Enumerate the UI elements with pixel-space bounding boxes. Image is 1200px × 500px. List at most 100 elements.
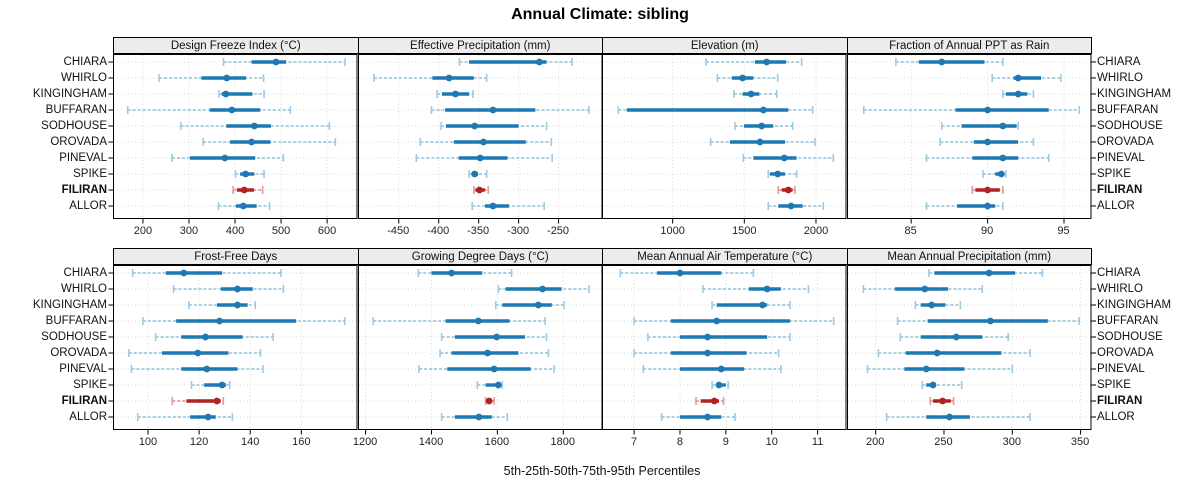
x-tick-label: 350 (1070, 436, 1090, 448)
median-dot (218, 381, 226, 389)
series-whirlo (702, 285, 810, 293)
x-tick-label: 1400 (418, 436, 444, 448)
median-dot (272, 58, 280, 66)
series-allor (660, 413, 736, 421)
site-label-left-orovada: OROVADA (50, 136, 107, 148)
series-whirlo (497, 285, 590, 293)
median-dot (489, 202, 496, 210)
site-label-right-orovada: OROVADA (1097, 347, 1154, 359)
x-tick-label: 8 (676, 436, 684, 448)
median-dot (1014, 90, 1022, 98)
x-tick-label: 500 (271, 225, 291, 237)
series-sodhouse (940, 122, 1019, 130)
panel-strip-title: Growing Degree Days (°C) (411, 250, 549, 263)
series-filiran (472, 186, 489, 194)
series-spike (475, 381, 503, 389)
series-chiara (222, 58, 346, 66)
series-chiara (894, 58, 1004, 66)
series-kingingham (733, 90, 778, 98)
panel-plot (108, 54, 358, 224)
series-spike (190, 381, 231, 389)
median-dot (483, 349, 491, 357)
series-chiara (705, 58, 803, 66)
series-pineval (171, 154, 285, 162)
x-tick-label: 85 (904, 225, 917, 237)
panel-border (846, 265, 1091, 430)
series-pineval (130, 365, 264, 373)
series-sodhouse (898, 333, 1009, 341)
site-label-right-chiara: CHIARA (1097, 267, 1141, 279)
x-tick-label: 9 (722, 436, 729, 448)
median-dot (470, 122, 478, 130)
site-label-left-pineval: PINEVAL (59, 363, 107, 375)
x-tick-label: 200 (133, 225, 153, 237)
median-dot (983, 106, 991, 114)
series-filiran (695, 397, 725, 405)
x-tick-label: 250 (934, 436, 953, 448)
site-label-right-buffaran: BUFFARAN (1097, 104, 1159, 116)
x-tick-label: -250 (547, 225, 570, 237)
site-label-right-pineval: PINEVAL (1097, 152, 1145, 164)
panel-plot (357, 54, 602, 224)
site-label-right-allor: ALLOR (1097, 200, 1135, 212)
series-orovada (877, 349, 1031, 357)
panel-plot (357, 265, 602, 435)
x-tick-label: 11 (811, 436, 824, 448)
series-kingingham (218, 90, 265, 98)
median-dot (938, 397, 946, 405)
series-chiara (927, 269, 1043, 277)
x-tick-label: 160 (292, 436, 311, 448)
median-dot (242, 170, 250, 178)
series-orovada (202, 138, 337, 146)
median-dot (759, 106, 767, 114)
panel-border (357, 265, 602, 430)
panel-strip: Mean Annual Precipitation (mm) (846, 248, 1092, 265)
series-orovada (438, 349, 549, 357)
series-pineval (417, 365, 555, 373)
series-allor (767, 202, 825, 210)
median-dot (475, 413, 482, 421)
site-label-right-filiran: FILIRAN (1097, 395, 1143, 407)
series-whirlo (862, 285, 983, 293)
x-tick-label: 95 (1057, 225, 1070, 237)
median-dot (998, 122, 1006, 130)
x-tick-label: 120 (189, 436, 209, 448)
series-spike (234, 170, 265, 178)
site-label-right-chiara: CHIARA (1097, 56, 1141, 68)
site-label-left-whirlo: WHIRLO (61, 283, 107, 295)
percentiles-caption: 5th-25th-50th-75th-95th Percentiles (503, 464, 701, 478)
x-tick-label: 2000 (803, 225, 829, 237)
series-pineval (415, 154, 553, 162)
x-tick-label: 90 (980, 225, 994, 237)
site-label-right-spike: SPIKE (1097, 379, 1131, 391)
median-dot (922, 365, 930, 373)
series-sodhouse (154, 333, 274, 341)
series-chiara (458, 58, 573, 66)
series-chiara (619, 269, 755, 277)
median-dot (221, 154, 229, 162)
series-allor (136, 413, 234, 421)
panel-plot (846, 54, 1096, 224)
panel-plot (846, 265, 1096, 435)
panel-strip: Fraction of Annual PPT as Rain (846, 37, 1092, 54)
series-pineval (642, 365, 782, 373)
median-dot (986, 317, 994, 325)
series-pineval (925, 154, 1050, 162)
median-dot (927, 301, 935, 309)
site-label-right-allor: ALLOR (1097, 411, 1135, 423)
median-dot (717, 365, 725, 373)
panel-strip: Growing Degree Days (°C) (357, 248, 603, 265)
median-dot (228, 106, 236, 114)
x-tick-label: -300 (507, 225, 530, 237)
median-dot (470, 170, 478, 178)
median-dot (451, 90, 459, 98)
series-buffaran (633, 317, 835, 325)
panel-strip: Effective Precipitation (mm) (357, 37, 603, 54)
series-whirlo (372, 74, 487, 82)
median-dot (250, 122, 258, 130)
x-tick-label: -350 (467, 225, 490, 237)
site-label-left-buffaran: BUFFARAN (45, 315, 107, 327)
x-tick-label: 7 (631, 436, 638, 448)
median-dot (739, 74, 746, 82)
site-label-right-sodhouse: SODHOUSE (1097, 120, 1163, 132)
